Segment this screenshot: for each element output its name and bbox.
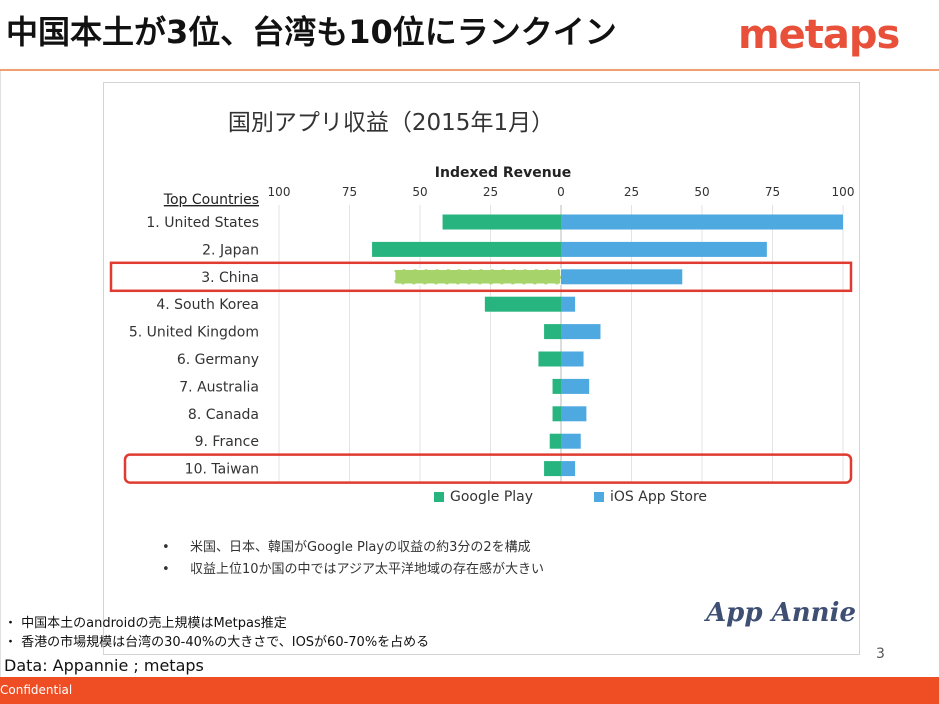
ios-app-store-bar [561, 461, 576, 477]
tick-labels: 100 75 50 25 0 25 50 75 100 [268, 185, 855, 199]
left-divider [0, 71, 1, 677]
category-label: 4. South Korea [156, 297, 259, 313]
ios-app-store-bar [561, 433, 581, 449]
ios-app-store-bar [561, 351, 584, 367]
app-annie-logo: App Annie [703, 598, 856, 628]
category-label: 3. China [201, 270, 259, 286]
ios-app-store-bar [561, 324, 601, 340]
ios-app-store-bar [561, 214, 843, 230]
highlight-boxes [109, 261, 853, 484]
page-number: 3 [876, 646, 885, 662]
tick-label: 75 [765, 185, 780, 199]
footer-bar: Confidential [0, 677, 939, 704]
tick-label: 100 [832, 185, 855, 199]
chart-title: 国別アプリ収益（2015年1月） [228, 110, 554, 136]
category-label: 2. Japan [202, 242, 259, 258]
chart-bullets: • 米国、日本、韓国がGoogle Playの収益の約3分の2を構成 • 収益上位10… [162, 540, 544, 577]
highlight-box [109, 261, 853, 293]
bullet-text: 米国、日本、韓国がGoogle Playの収益の約3分の2を構成 [190, 540, 531, 555]
category-label: 10. Taiwan [185, 462, 259, 478]
google-play-bar [552, 406, 561, 422]
category-label: 6. Germany [177, 352, 259, 368]
ios-app-store-bar [561, 269, 683, 285]
title-divider [0, 69, 939, 71]
category-label: 9. France [195, 434, 259, 450]
tick-label: 50 [694, 185, 709, 199]
highlight-box [123, 453, 853, 484]
footer-label: Confidential [0, 683, 73, 697]
google-play-bar [544, 461, 561, 477]
category-labels: 1. United States 2. Japan 3. China 4. South… [129, 215, 259, 478]
tick-label: 100 [268, 185, 291, 199]
tick-label: 25 [483, 185, 498, 199]
note-item: ・ 中国本土のandroidの売上規模はMetpas推定 [4, 616, 287, 631]
tick-label: 50 [412, 185, 427, 199]
google-play-bar [544, 324, 561, 340]
legend: Google Play iOS App Store [434, 489, 707, 505]
notes: ・ 中国本土のandroidの売上規模はMetpas推定 ・ 香港の市場規模は台… [4, 614, 429, 652]
google-play-bar [442, 214, 561, 230]
legend-label: iOS App Store [610, 489, 707, 505]
google-play-bar [538, 351, 561, 367]
ios-app-store-bar [561, 406, 587, 422]
google-play-bar [372, 241, 561, 257]
category-label: 8. Canada [188, 407, 259, 423]
category-label: 1. United States [146, 215, 259, 231]
bullet-marker: • [162, 562, 170, 577]
google-play-bar [552, 378, 561, 394]
tick-label: 25 [624, 185, 639, 199]
legend-label: Google Play [450, 489, 533, 505]
x-axis-label: Indexed Revenue [435, 165, 571, 181]
bullet-text: 収益上位10か国の中ではアジア太平洋地域の存在感が大きい [190, 561, 544, 577]
metaps-logo: metaps [738, 12, 900, 58]
ios-app-store-bar [561, 378, 590, 394]
bars [372, 214, 843, 477]
category-label: 5. United Kingdom [129, 325, 259, 341]
chart-image: 国別アプリ収益（2015年1月） Indexed Revenue Top Cou… [103, 82, 860, 655]
ios-app-store-bar [561, 296, 576, 312]
google-play-bar [549, 433, 561, 449]
tick-label: 75 [342, 185, 357, 199]
tick-label: 0 [557, 185, 565, 199]
legend-swatch [434, 492, 444, 502]
data-source: Data: Appannie ; metaps [4, 656, 204, 675]
category-label: 7. Australia [179, 379, 259, 395]
legend-swatch [594, 492, 604, 502]
bar-chart: 国別アプリ収益（2015年1月） Indexed Revenue Top Cou… [109, 110, 856, 628]
google-play-bar [484, 296, 561, 312]
note-item: ・ 香港の市場規模は台湾の30-40%の大きさで、IOSが60-70%を占める [4, 635, 430, 650]
category-header: Top Countries [163, 192, 259, 208]
google-play-bar-estimated [393, 268, 562, 286]
slide-title: 中国本土が3位、台湾も10位にランクイン [6, 13, 617, 51]
ios-app-store-bar [561, 241, 767, 257]
bullet-marker: • [162, 540, 170, 555]
